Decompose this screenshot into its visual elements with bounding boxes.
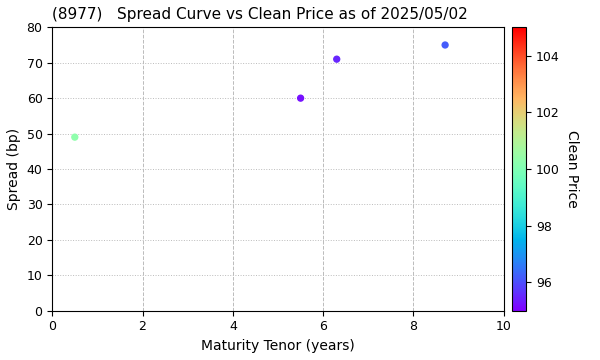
- Y-axis label: Spread (bp): Spread (bp): [7, 128, 21, 210]
- Y-axis label: Clean Price: Clean Price: [565, 130, 579, 208]
- Point: [70, 134, 80, 140]
- Point: [440, 42, 450, 48]
- Point: [332, 56, 341, 62]
- X-axis label: Maturity Tenor (years): Maturity Tenor (years): [201, 339, 355, 353]
- Text: (8977)   Spread Curve vs Clean Price as of 2025/05/02: (8977) Spread Curve vs Clean Price as of…: [52, 7, 468, 22]
- Point: [296, 95, 305, 101]
